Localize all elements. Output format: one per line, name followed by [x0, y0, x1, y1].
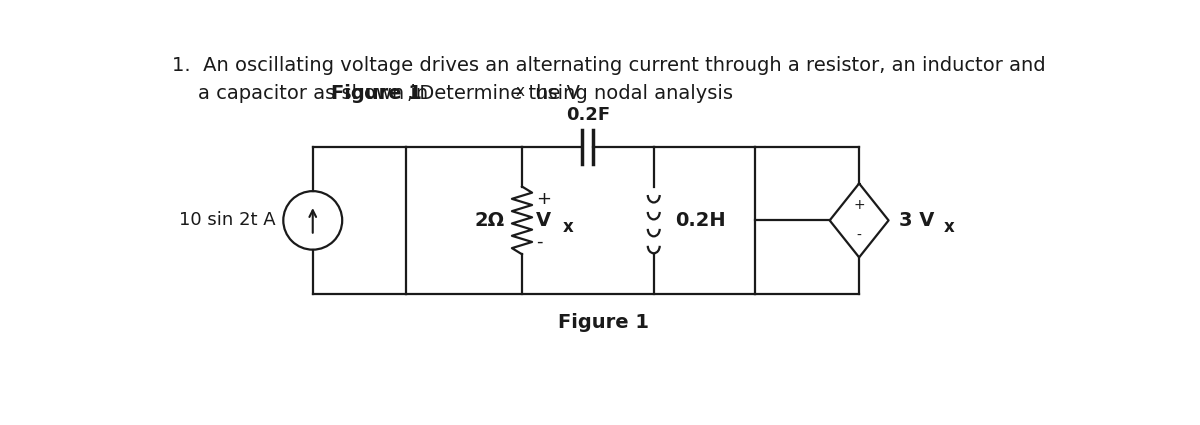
Text: x: x: [943, 218, 954, 235]
Text: Figure 1: Figure 1: [331, 84, 422, 103]
Text: 3 V: 3 V: [900, 211, 935, 230]
Text: -: -: [857, 229, 862, 243]
Text: 2Ω: 2Ω: [475, 211, 505, 230]
Text: Figure 1: Figure 1: [558, 313, 649, 332]
Text: +: +: [536, 190, 551, 208]
Text: a capacitor as shown in: a capacitor as shown in: [198, 84, 434, 103]
Text: 1.  An oscillating voltage drives an alternating current through a resistor, an : 1. An oscillating voltage drives an alte…: [172, 57, 1045, 75]
Text: , Determine the V: , Determine the V: [407, 84, 581, 103]
Text: 0.2H: 0.2H: [676, 211, 726, 230]
Text: x: x: [516, 84, 524, 99]
Text: 0.2F: 0.2F: [566, 106, 610, 124]
Text: using nodal analysis: using nodal analysis: [529, 84, 733, 103]
Text: x: x: [563, 218, 574, 235]
Text: V: V: [536, 211, 551, 230]
Text: 10 sin 2t A: 10 sin 2t A: [179, 211, 276, 230]
Text: -: -: [536, 232, 542, 250]
Text: +: +: [853, 198, 865, 212]
